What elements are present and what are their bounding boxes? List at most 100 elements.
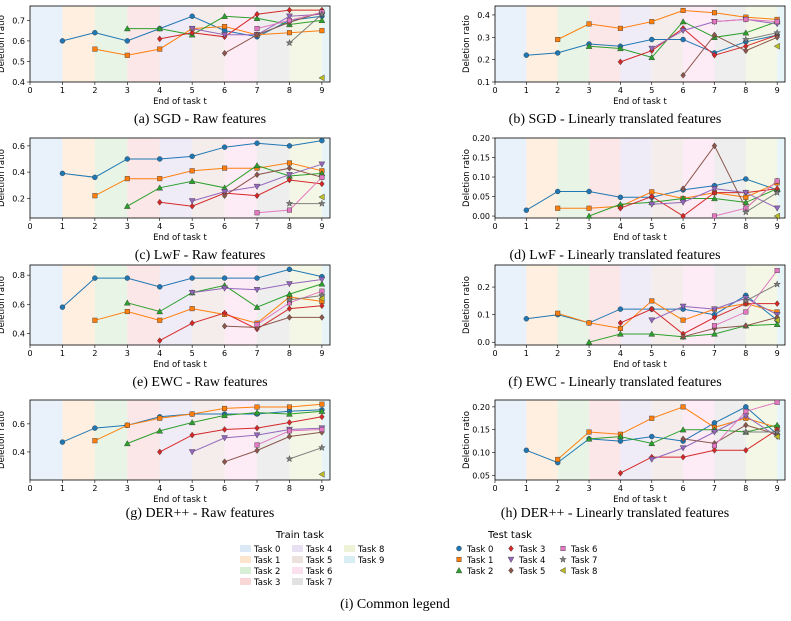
task-band: [94, 265, 128, 345]
data-point: [123, 440, 131, 447]
y-axis-label: Deletion ratio: [0, 276, 7, 334]
x-tick-label: 4: [618, 349, 623, 358]
task-band: [321, 6, 330, 82]
data-point: [92, 275, 98, 281]
series-line: [620, 188, 778, 217]
task-band: [526, 138, 558, 218]
data-point: [92, 46, 98, 52]
data-point: [774, 399, 780, 405]
data-point: [92, 193, 98, 199]
task-band: [192, 265, 225, 345]
data-point: [711, 10, 717, 16]
series-task-8: [318, 295, 325, 302]
data-point: [319, 314, 325, 321]
data-point: [649, 36, 655, 43]
legend-marker: [508, 567, 514, 574]
data-point: [188, 290, 196, 297]
data-point: [254, 210, 260, 216]
y-tick-label: 0.10: [472, 449, 490, 458]
data-point: [124, 156, 130, 162]
legend-train-label: Task 5: [305, 556, 332, 566]
task-band: [495, 400, 527, 480]
data-point: [254, 322, 260, 328]
data-point: [189, 275, 195, 281]
legend-test-label: Task 0: [466, 545, 493, 555]
data-point: [221, 435, 228, 442]
data-point: [222, 24, 228, 30]
legend-train-item: Task 7: [292, 578, 332, 588]
x-tick-label: 3: [587, 86, 592, 95]
legend-swatch: [240, 545, 251, 552]
legend-marker: [559, 567, 566, 574]
plot-frame: [494, 5, 786, 83]
y-axis-label: Deletion ratio: [462, 276, 472, 334]
x-tick-label: 3: [125, 222, 130, 231]
data-point: [221, 144, 228, 150]
series-task-8: [318, 471, 325, 478]
task-band: [745, 138, 778, 218]
task-band: [159, 400, 193, 480]
x-tick-label: 1: [524, 222, 529, 231]
data-point: [188, 198, 196, 205]
legend-train-label: Task 4: [305, 545, 332, 555]
x-tick-label: 7: [254, 222, 259, 231]
x-tick-label: 7: [712, 349, 717, 358]
legend-swatch: [292, 567, 303, 574]
task-band: [651, 138, 684, 218]
series-task-6: [711, 399, 780, 449]
data-point: [555, 37, 561, 43]
data-point: [157, 176, 163, 182]
data-point: [319, 180, 325, 188]
plot-frame: [29, 264, 331, 346]
task-band: [620, 6, 652, 82]
task-band: [94, 400, 128, 480]
series-task-0: [59, 266, 325, 310]
task-band: [557, 400, 590, 480]
task-band: [777, 265, 785, 345]
y-tick-label: 0.6: [12, 37, 25, 46]
data-point: [743, 322, 749, 330]
x-tick-label: 2: [92, 349, 97, 358]
series-line: [682, 316, 778, 338]
data-point: [59, 304, 66, 310]
x-tick-label: 9: [319, 484, 324, 493]
data-point: [221, 426, 228, 433]
chart-lwf-translated: 0 1 2 3 4 5 6 7 8 9 0.00 0.05 0.10 0.15 0.20 End of tas…: [462, 134, 786, 243]
series-task-3: [157, 413, 325, 456]
caption-sgd-translated: (b) SGD - Linearly translated features: [508, 112, 722, 127]
task-band: [714, 6, 746, 82]
data-point: [586, 429, 592, 435]
series-line: [620, 27, 778, 63]
x-tick-label: 9: [319, 349, 324, 358]
data-point: [319, 302, 325, 310]
data-point: [617, 58, 624, 66]
y-tick-label: 0.15: [472, 154, 490, 163]
x-tick-label: 6: [681, 349, 686, 358]
y-axis-label: Deletion ratio: [0, 149, 7, 207]
data-point: [680, 185, 686, 193]
data-point: [286, 305, 293, 312]
task-band: [526, 400, 558, 480]
data-point: [649, 305, 655, 313]
x-tick-label: 0: [492, 484, 497, 493]
data-point: [319, 413, 325, 421]
data-point: [157, 198, 163, 206]
x-tick-label: 4: [157, 484, 162, 493]
series-task-4: [648, 186, 781, 212]
x-tick-label: 1: [524, 484, 529, 493]
x-tick-label: 1: [524, 349, 529, 358]
data-point: [221, 458, 228, 466]
data-point: [157, 415, 163, 421]
legend-test-label: Task 5: [518, 567, 545, 577]
data-point: [617, 25, 623, 31]
data-point: [124, 52, 130, 58]
data-point: [156, 184, 164, 191]
data-point: [92, 438, 98, 444]
task-band: [30, 138, 63, 218]
data-point: [188, 449, 196, 456]
data-point: [617, 45, 624, 52]
data-point: [253, 287, 261, 294]
task-band: [94, 6, 128, 82]
data-point: [253, 183, 261, 190]
y-tick-label: 0.05: [472, 193, 490, 202]
